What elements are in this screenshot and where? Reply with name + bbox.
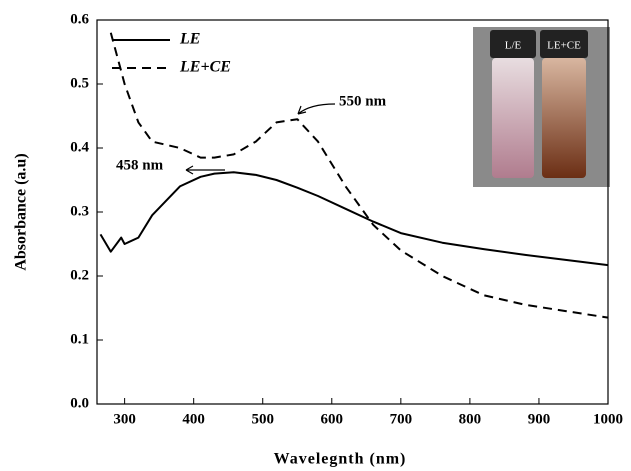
inset-label: LE+CE	[547, 40, 581, 52]
inset-label: L/E	[505, 40, 522, 52]
x-tick-label: 1000	[593, 411, 623, 427]
x-tick-label: 900	[528, 411, 551, 427]
y-tick-label: 0.1	[70, 331, 89, 347]
legend-label: LE+CE	[179, 59, 231, 76]
x-tick-label: 800	[459, 411, 482, 427]
inset-photo: L/E LE+CE	[473, 27, 610, 187]
annotation-arrow	[185, 165, 225, 175]
y-axis-label: Absorbance (a.u)	[13, 153, 30, 270]
x-tick-label: 300	[113, 411, 136, 427]
x-axis-label: Wavelegnth (nm)	[274, 451, 407, 468]
data-line	[99, 171, 609, 267]
y-tick-label: 0.3	[70, 203, 89, 219]
x-tick-label: 400	[182, 411, 205, 427]
x-tick-label: 600	[321, 411, 344, 427]
y-tick-label: 0.4	[70, 139, 89, 155]
y-tick-label: 0.6	[70, 11, 89, 27]
legend-label: LE	[179, 31, 200, 48]
y-tick-label: 0.0	[70, 395, 89, 411]
y-tick-label: 0.2	[70, 267, 89, 283]
y-tick-label: 0.5	[70, 75, 89, 91]
x-tick-label: 700	[390, 411, 413, 427]
annotation-arrow	[297, 103, 336, 115]
annotation: 550 nm	[339, 93, 387, 109]
annotation: 458 nm	[116, 157, 164, 173]
x-tick-label: 500	[251, 411, 274, 427]
data-line	[109, 32, 609, 319]
